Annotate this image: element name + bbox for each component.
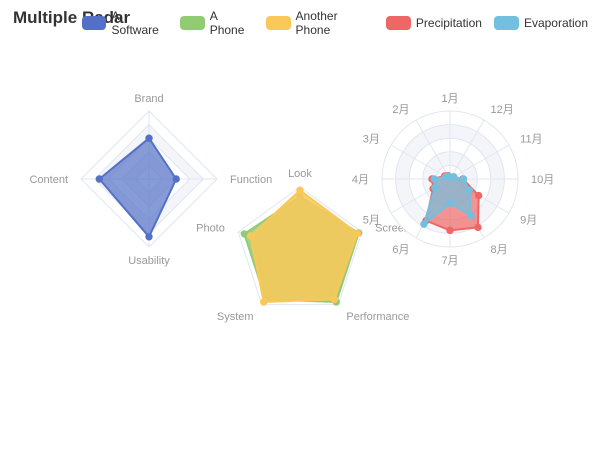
radar-indicator-label: 12月 xyxy=(491,104,514,116)
legend-label: Another Phone xyxy=(295,9,338,37)
radar-data-point xyxy=(420,220,428,228)
radar-data-point xyxy=(145,134,153,142)
legend-label: A Phone xyxy=(209,9,245,37)
radar-data-point xyxy=(95,175,104,183)
radar-data-point xyxy=(430,175,438,183)
radar-indicator-label: 2月 xyxy=(392,104,409,116)
radar-indicator-label: 7月 xyxy=(441,255,458,267)
radar-data-point xyxy=(474,191,483,200)
radar-data-point xyxy=(459,175,468,183)
legend-swatch xyxy=(180,16,205,30)
radar-indicator-label: 4月 xyxy=(352,174,369,186)
radar-indicator-label: 3月 xyxy=(363,134,380,146)
radar-data-point xyxy=(330,295,339,304)
legend-item-a-software[interactable]: A Software xyxy=(82,9,168,37)
radar-axis-line xyxy=(415,119,451,180)
radar-data-point xyxy=(465,186,473,194)
radar-series-area xyxy=(249,189,359,303)
radar-axis-line xyxy=(449,119,485,180)
radar-indicator-label: Brand xyxy=(134,93,163,105)
radar-indicator-label: 10月 xyxy=(531,174,554,186)
radar-data-point xyxy=(447,173,455,181)
legend: A Software A Phone Another Phone Precipi… xyxy=(82,9,600,37)
legend-item-evaporation[interactable]: Evaporation xyxy=(493,16,588,30)
radar-data-point xyxy=(467,211,475,220)
legend-label: Precipitation xyxy=(415,16,482,30)
radar-data-point xyxy=(446,226,454,235)
radar-indicator-label: Function xyxy=(230,174,272,186)
radar-data-point xyxy=(172,175,180,183)
legend-swatch xyxy=(385,16,411,30)
radar-indicator-label: System xyxy=(217,311,254,323)
radar-axis-line xyxy=(390,144,451,180)
radar-data-point xyxy=(240,230,249,238)
radar-indicator-label: 5月 xyxy=(363,215,380,227)
radar-3: 1月 2月 3月 4月 5月 6月 7月 8月 9月 10月 11月 12月 xyxy=(352,93,554,267)
radar-indicator-label: Look xyxy=(288,168,312,180)
radar-data-point xyxy=(296,186,304,194)
radar-data-point xyxy=(145,233,153,241)
legend-swatch xyxy=(266,16,291,30)
radar-indicator-label: Usability xyxy=(128,255,170,267)
legend-item-another-phone[interactable]: Another Phone xyxy=(266,9,374,37)
legend-item-precipitation[interactable]: Precipitation xyxy=(385,16,482,30)
radar-indicator-label: Content xyxy=(29,174,68,186)
legend-swatch xyxy=(82,16,107,30)
radar-data-point xyxy=(260,298,268,306)
legend-item-a-phone[interactable]: A Phone xyxy=(180,9,254,37)
radar-indicator-label: 6月 xyxy=(392,244,409,256)
legend-swatch xyxy=(493,16,519,30)
radar-indicator-label: 8月 xyxy=(491,244,508,256)
radar-indicator-label: Performance xyxy=(346,311,409,323)
radar-1: Brand Content Usability Function xyxy=(29,93,272,267)
legend-label: A Software xyxy=(111,9,159,37)
radar-data-point xyxy=(474,223,482,232)
radar-data-point xyxy=(446,199,454,207)
radar-indicator-label: 1月 xyxy=(441,93,458,105)
radar-indicator-label: 11月 xyxy=(520,134,542,146)
radar-data-point xyxy=(431,184,439,192)
radar-indicator-label: Photo xyxy=(196,223,225,235)
legend-label: Evaporation xyxy=(523,16,588,30)
radar-axis-line xyxy=(449,144,510,180)
radar-data-point xyxy=(246,232,255,240)
radar-data-point xyxy=(353,229,362,238)
radar-indicator-label: 9月 xyxy=(520,215,537,227)
